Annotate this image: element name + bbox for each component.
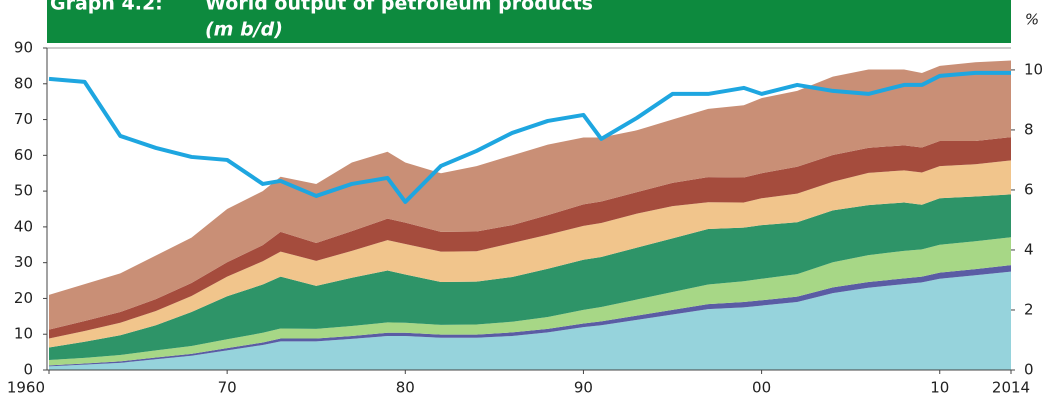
y-tick-label: 30 — [14, 253, 33, 271]
chart-subtitle: (m b/d) — [205, 19, 283, 41]
x-tick-label: 80 — [396, 379, 415, 397]
x-tick-label: 2014 — [992, 379, 1030, 397]
x-tick-label: 90 — [574, 379, 593, 397]
y-tick-label: 80 — [14, 74, 33, 92]
y2-tick-label: 6 — [1024, 180, 1034, 198]
chart-title: World output of petroleum products — [205, 0, 593, 15]
y-tick-label: 20 — [14, 289, 33, 307]
y2-tick-label: 0 — [1024, 361, 1034, 379]
area — [49, 265, 1011, 367]
area — [49, 137, 1011, 339]
y2-axis-label: % — [1025, 11, 1039, 29]
x-tick-label: 10 — [930, 379, 949, 397]
y2-tick-label: 4 — [1024, 240, 1034, 258]
y2-tick-label: 8 — [1024, 120, 1034, 138]
x-tick-label: 1960 — [7, 379, 45, 397]
x-tick-label: 70 — [218, 379, 237, 397]
y-tick-label: 90 — [14, 39, 33, 57]
x-tick-label: 00 — [752, 379, 771, 397]
y2-tick-label: 10 — [1024, 60, 1043, 78]
y-tick-label: 10 — [14, 325, 33, 343]
area — [49, 194, 1011, 360]
y-tick-label: 70 — [14, 110, 33, 128]
y-tick-label: 60 — [14, 146, 33, 164]
area — [49, 160, 1011, 348]
header-bar — [47, 0, 1011, 43]
y-tick-label: 0 — [23, 361, 33, 379]
y2-tick-label: 2 — [1024, 300, 1034, 318]
line — [48, 70, 1011, 204]
chart-label: Graph 4.2: — [50, 0, 163, 15]
area — [49, 237, 1011, 366]
y-tick-label: 40 — [14, 217, 33, 235]
area — [49, 271, 1011, 370]
area — [49, 60, 1011, 330]
y-tick-label: 50 — [14, 182, 33, 200]
